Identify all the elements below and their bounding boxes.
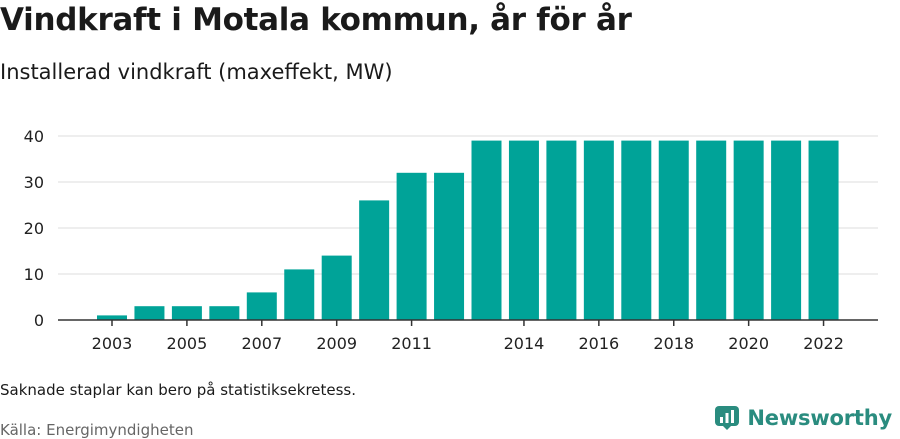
- y-tick-label: 30: [24, 173, 44, 192]
- brand-name: Newsworthy: [747, 406, 892, 430]
- x-tick-label: 2003: [92, 334, 133, 353]
- bar-2014: [508, 140, 539, 320]
- x-tick-label: 2016: [578, 334, 619, 353]
- y-tick-label: 20: [24, 219, 44, 238]
- bar-2020: [733, 140, 764, 320]
- x-tick-label: 2014: [504, 334, 545, 353]
- y-tick-label: 40: [24, 127, 44, 146]
- bar-2016: [583, 140, 614, 320]
- x-tick-label: 2022: [803, 334, 844, 353]
- bar-2018: [658, 140, 689, 320]
- x-tick-label: 2007: [241, 334, 282, 353]
- y-tick-label: 0: [34, 311, 44, 330]
- brand-logo: Newsworthy: [714, 405, 892, 431]
- x-tick-label: 2011: [391, 334, 432, 353]
- x-tick-label: 2005: [167, 334, 208, 353]
- chart-subtitle: Installerad vindkraft (maxeffekt, MW): [0, 60, 393, 84]
- newsworthy-logo-icon: [715, 406, 740, 430]
- x-tick-label: 2009: [316, 334, 357, 353]
- bar-2008: [284, 269, 315, 320]
- y-tick-label: 10: [24, 265, 44, 284]
- bar-2005: [171, 306, 202, 320]
- bar-2009: [321, 255, 352, 320]
- bar-chart: 0 10 20 30 40 2003 2005 2007 2009 2011 2014 2016 201…: [24, 127, 878, 353]
- bar-2021: [771, 140, 802, 320]
- bar-2022: [808, 140, 839, 320]
- bar-2011: [396, 172, 427, 320]
- bar-2017: [621, 140, 652, 320]
- bar-2013: [471, 140, 502, 320]
- source-label: Källa: Energimyndigheten: [0, 421, 194, 439]
- bar-2015: [546, 140, 577, 320]
- footnote: Saknade staplar kan bero på statistiksek…: [0, 381, 357, 399]
- bar-2004: [134, 306, 165, 320]
- x-tick-label: 2020: [728, 334, 769, 353]
- bar-2003: [97, 315, 127, 320]
- x-tick-label: 2018: [653, 334, 694, 353]
- bar-2006: [209, 306, 240, 320]
- bar-2019: [696, 140, 727, 320]
- bar-2007: [246, 292, 277, 320]
- bar-2012: [434, 172, 465, 320]
- chart-title: Vindkraft i Motala kommun, år för år: [0, 2, 632, 38]
- bar-2010: [359, 200, 390, 320]
